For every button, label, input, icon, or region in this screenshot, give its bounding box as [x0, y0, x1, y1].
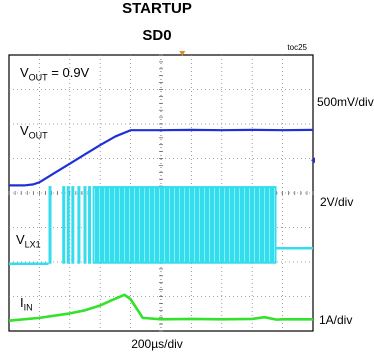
- vlx1-label-sub: LX1: [24, 239, 41, 250]
- vout-setpoint-annotation: VOUT = 0.9V: [20, 66, 89, 85]
- iin-scale: 1A/div: [319, 313, 353, 327]
- vout-label-main: V: [20, 123, 29, 138]
- vlx1-pulse: [66, 186, 70, 264]
- vout-trace: [9, 128, 314, 187]
- vout-label-sub: OUT: [28, 130, 48, 141]
- vlx1-trace-label: VLX1: [16, 233, 41, 252]
- iin-label-main: I: [20, 295, 24, 310]
- vout-trace-label: VOUT: [20, 124, 48, 143]
- vlx1-pulse: [88, 186, 92, 264]
- chart-subtitle: SD0: [142, 27, 172, 44]
- annotation-prefix: V: [20, 65, 29, 80]
- vlx1-scale: 2V/div: [320, 195, 354, 209]
- chart-title: STARTUP: [122, 0, 192, 17]
- annotation-sub: OUT: [28, 72, 48, 83]
- vlx1-pulse: [62, 186, 66, 264]
- vout-scale: 500mV/div: [317, 95, 374, 109]
- vlx1-pulse: [71, 186, 75, 264]
- vlx1-label-main: V: [16, 232, 25, 247]
- figure-id: toc25: [287, 43, 307, 52]
- vlx1-pulse: [77, 186, 81, 264]
- time-scale: 200µs/div: [131, 337, 183, 351]
- trigger-marker: [179, 51, 186, 56]
- vlx1-pulse: [48, 186, 52, 264]
- iin-label-sub: IN: [23, 302, 33, 313]
- annotation-suffix: = 0.9V: [47, 65, 90, 80]
- iin-trace-label: IIN: [20, 296, 33, 315]
- vlx1-pulse: [83, 186, 87, 264]
- iin-trace: [8, 293, 313, 322]
- reference-marker: [311, 157, 315, 164]
